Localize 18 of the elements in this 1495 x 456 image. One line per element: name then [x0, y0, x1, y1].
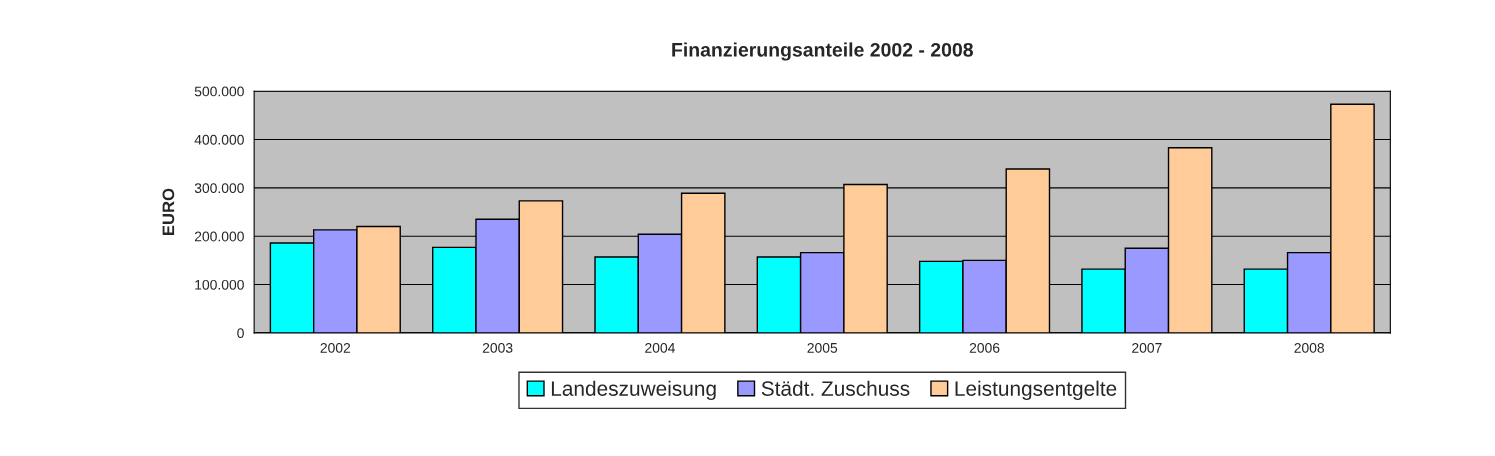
x-tick-label: 2004 — [645, 342, 675, 353]
y-tick-label: 500.000 — [194, 86, 244, 97]
x-tick-label: 2005 — [807, 342, 838, 353]
y-tick-label: 0 — [237, 328, 244, 339]
x-tick-label: 2006 — [969, 342, 1000, 353]
y-axis-title: EURO — [162, 188, 175, 235]
x-tick-label: 2008 — [1294, 342, 1325, 353]
legend-label: Städt. Zuschuss — [761, 380, 910, 396]
y-tick-label: 100.000 — [195, 279, 244, 290]
legend-label: Landeszuweisung — [551, 380, 716, 401]
chart-title: Finanzierungsanteile 2002 - 2008 — [672, 42, 973, 61]
x-tick-label: 2003 — [482, 342, 513, 353]
y-tick-label: 300.000 — [194, 183, 244, 194]
y-tick-label: 400.000 — [194, 134, 244, 145]
y-tick-label: 200.000 — [194, 231, 244, 242]
x-tick-label: 2007 — [1132, 342, 1162, 353]
x-tick-label: 2002 — [320, 342, 351, 353]
legend-label: Leistungsentgelte — [955, 380, 1117, 401]
